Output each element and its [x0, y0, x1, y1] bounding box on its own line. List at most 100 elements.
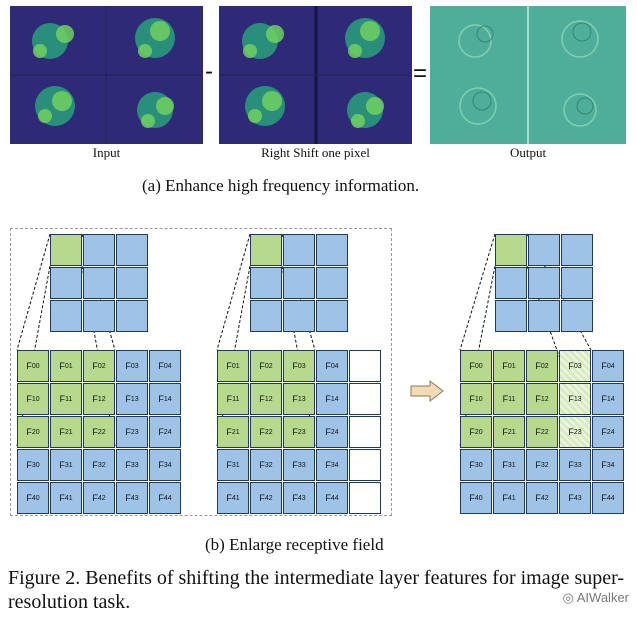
feature-cell: F 43 [116, 482, 148, 514]
feature-cell: F 41 [50, 482, 82, 514]
feature-cell: F 42 [526, 482, 558, 514]
kernel-cell [283, 267, 315, 299]
feature-cell: F 01 [217, 350, 249, 382]
feature-cell: F 34 [316, 449, 348, 481]
feature-cell: F 44 [316, 482, 348, 514]
feature-cell: F 11 [217, 383, 249, 415]
feature-cell: F 14 [149, 383, 181, 415]
kernel-cell [528, 300, 560, 332]
kernel-cell [283, 234, 315, 266]
subcaption-b: (b) Enlarge receptive field [205, 535, 384, 554]
feature-cell: F 13 [116, 383, 148, 415]
feature-cell: F 34 [592, 449, 624, 481]
feature-cell [349, 383, 381, 415]
wechat-icon: ◎ [562, 590, 577, 605]
kernel-cell [316, 300, 348, 332]
feature-cell: F 31 [217, 449, 249, 481]
shift-caption: Right Shift one pixel [261, 145, 370, 160]
feature-cell: F 40 [17, 482, 49, 514]
feature-cell: F 04 [592, 350, 624, 382]
kernel-cell [250, 234, 282, 266]
kernel-cell [116, 267, 148, 299]
feature-cell: F 22 [250, 416, 282, 448]
feature-cell: F 42 [250, 482, 282, 514]
kernel-cell [495, 234, 527, 266]
feature-cell [349, 449, 381, 481]
feature-cell: F 22 [526, 416, 558, 448]
feature-cell: F 03 [116, 350, 148, 382]
kernel-cell [83, 300, 115, 332]
kernel-cell [283, 300, 315, 332]
feature-cell: F 21 [493, 416, 525, 448]
kernel-cell [50, 267, 82, 299]
kernel-cell [561, 300, 593, 332]
kernel-cell [528, 234, 560, 266]
kernel-cell [250, 267, 282, 299]
right-arrow-icon [410, 380, 444, 402]
feature-cell: F 01 [493, 350, 525, 382]
feature-cell [349, 416, 381, 448]
feature-cell: F 41 [217, 482, 249, 514]
feature-cell: F 32 [250, 449, 282, 481]
feature-cell: F 33 [559, 449, 591, 481]
kernel-cell [250, 300, 282, 332]
feature-cell: F 11 [50, 383, 82, 415]
figure-caption: Figure 2. Benefits of shifting the inter… [8, 567, 625, 613]
feature-cell: F 10 [17, 383, 49, 415]
output-image [430, 6, 626, 144]
dashed-frame [10, 228, 392, 516]
kernel-cell [316, 234, 348, 266]
feature-cell: F 02 [526, 350, 558, 382]
feature-cell: F 32 [83, 449, 115, 481]
equals-sign: = [413, 60, 428, 87]
feature-cell: F 14 [316, 383, 348, 415]
feature-cell: F 22 [83, 416, 115, 448]
feature-cell: F 34 [149, 449, 181, 481]
kernel-cell [316, 267, 348, 299]
shifted-image [219, 6, 412, 144]
output-caption: Output [509, 145, 547, 160]
feature-cell: F 24 [592, 416, 624, 448]
feature-cell: F 24 [149, 416, 181, 448]
kernel-cell [561, 267, 593, 299]
kernel-cell [116, 234, 148, 266]
feature-cell: F 12 [250, 383, 282, 415]
feature-cell: F 12 [526, 383, 558, 415]
feature-cell: F 04 [316, 350, 348, 382]
feature-cell: F 03 [283, 350, 315, 382]
feature-cell [349, 482, 381, 514]
kernel-cell [50, 234, 82, 266]
feature-cell: F 41 [493, 482, 525, 514]
feature-cell: F 33 [116, 449, 148, 481]
feature-cell: F 03 [559, 350, 591, 382]
feature-cell: F 42 [83, 482, 115, 514]
kernel-cell [83, 234, 115, 266]
feature-cell: F 21 [50, 416, 82, 448]
feature-cell: F 00 [460, 350, 492, 382]
minus-sign: - [205, 58, 213, 85]
feature-cell [349, 350, 381, 382]
feature-cell: F 24 [316, 416, 348, 448]
feature-cell: F 13 [283, 383, 315, 415]
feature-cell: F 20 [460, 416, 492, 448]
feature-cell: F 44 [149, 482, 181, 514]
feature-cell: F 23 [559, 416, 591, 448]
feature-cell: F 21 [217, 416, 249, 448]
feature-cell: F 30 [17, 449, 49, 481]
feature-cell: F 04 [149, 350, 181, 382]
input-caption: Input [92, 145, 121, 160]
feature-cell: F 12 [83, 383, 115, 415]
feature-cell: F 30 [460, 449, 492, 481]
input-image [10, 6, 203, 144]
feature-cell: F 02 [250, 350, 282, 382]
watermark-text: AIWalker [576, 590, 629, 605]
feature-cell: F 43 [283, 482, 315, 514]
feature-cell: F 33 [283, 449, 315, 481]
feature-cell: F 44 [592, 482, 624, 514]
feature-cell: F 11 [493, 383, 525, 415]
feature-cell: F 31 [50, 449, 82, 481]
feature-cell: F 00 [17, 350, 49, 382]
feature-cell: F 40 [460, 482, 492, 514]
feature-cell: F 20 [17, 416, 49, 448]
feature-cell: F 02 [83, 350, 115, 382]
